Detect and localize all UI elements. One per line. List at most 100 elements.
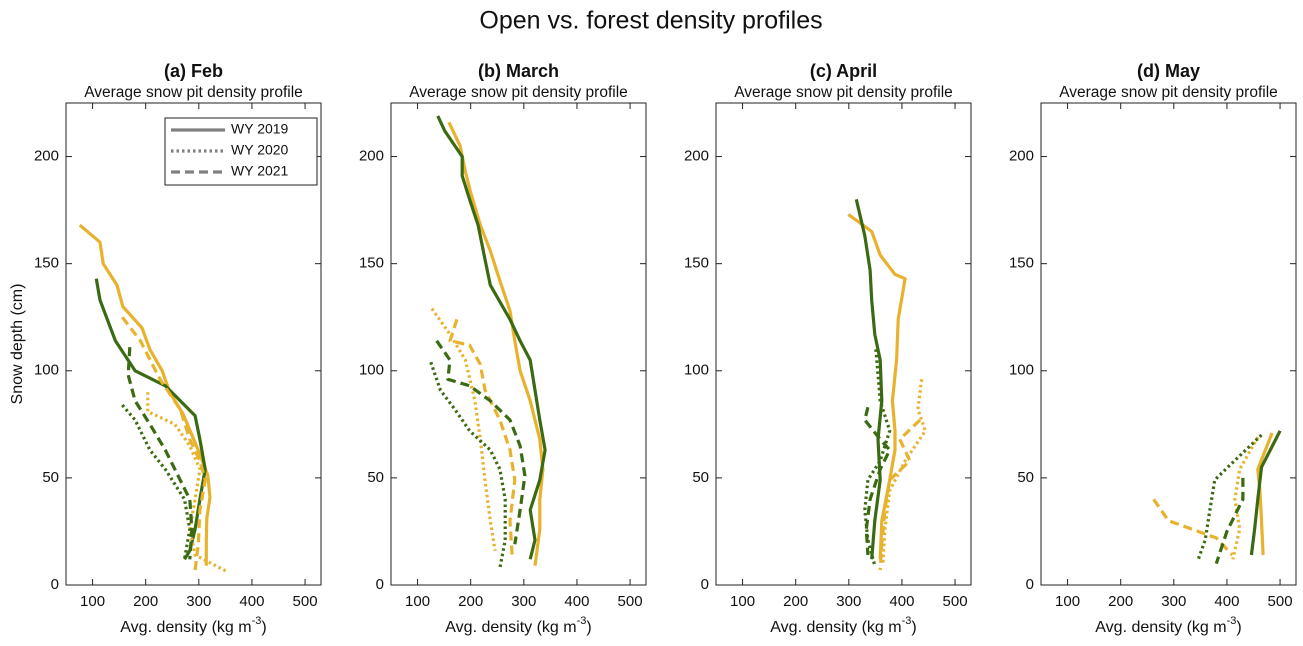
- data-line: [847, 213, 907, 560]
- panel-subtitle: Average snow pit density profile: [1059, 84, 1278, 101]
- panel-title: (c) April: [810, 61, 877, 81]
- data-line: [126, 347, 194, 560]
- data-line: [436, 115, 547, 560]
- data-line: [878, 418, 922, 571]
- x-axis-label-suffix: ): [1236, 619, 1241, 636]
- x-axis-label: Avg. density (kg m-3): [770, 615, 916, 636]
- data-line: [429, 361, 507, 569]
- figure-title: Open vs. forest density profiles: [479, 7, 822, 35]
- x-tick-label: 500: [293, 593, 318, 610]
- y-tick-label: 150: [359, 255, 384, 272]
- legend-label: WY 2019: [231, 121, 289, 137]
- data-line: [430, 307, 497, 551]
- y-tick-label: 100: [359, 362, 384, 379]
- data-line: [447, 121, 545, 566]
- x-axis-label-suffix: ): [586, 619, 591, 636]
- x-axis-label-text: Avg. density (kg m: [445, 619, 576, 636]
- panel: (a) Feb Average snow pit density profile 0…: [9, 61, 322, 636]
- data-line: [1214, 477, 1245, 565]
- y-tick-label: 200: [1009, 148, 1034, 165]
- data-line: [448, 318, 517, 556]
- panel-subtitle: Average snow pit density profile: [84, 84, 303, 101]
- y-tick-label: 150: [1009, 255, 1034, 272]
- y-tick-label: 100: [684, 362, 709, 379]
- data-line: [1231, 436, 1260, 560]
- data-line: [435, 339, 527, 545]
- x-axis-label-text: Avg. density (kg m: [770, 619, 901, 636]
- x-axis-label-text: Avg. density (kg m: [120, 619, 251, 636]
- x-tick-label: 300: [1161, 593, 1186, 610]
- y-tick-label: 50: [42, 469, 59, 486]
- y-tick-label: 200: [684, 148, 709, 165]
- y-tick-label: 0: [701, 576, 709, 593]
- panel: (c) April Average snow pit density profil…: [684, 61, 972, 636]
- y-tick-label: 100: [34, 362, 59, 379]
- panel-title: (b) March: [478, 61, 559, 81]
- x-tick-label: 400: [1214, 593, 1239, 610]
- y-tick-label: 150: [34, 255, 59, 272]
- legend-label: WY 2020: [231, 142, 289, 158]
- panel-title: (d) May: [1137, 61, 1200, 81]
- x-tick-label: 100: [80, 593, 105, 610]
- y-tick-label: 50: [1017, 469, 1034, 486]
- data-line: [1152, 498, 1234, 557]
- x-axis-label-superscript: -3: [902, 615, 912, 627]
- data-line: [881, 379, 927, 566]
- data-line: [146, 392, 229, 574]
- x-axis-label-superscript: -3: [1227, 615, 1237, 627]
- x-tick-label: 100: [405, 593, 430, 610]
- x-tick-label: 400: [889, 593, 914, 610]
- data-line: [121, 404, 192, 560]
- y-tick-label: 0: [51, 576, 59, 593]
- x-tick-label: 400: [564, 593, 589, 610]
- x-tick-label: 500: [943, 593, 968, 610]
- x-axis-label: Avg. density (kg m-3): [445, 615, 591, 636]
- y-tick-label: 100: [1009, 362, 1034, 379]
- x-tick-label: 400: [239, 593, 264, 610]
- x-tick-label: 500: [618, 593, 643, 610]
- x-tick-label: 200: [1108, 593, 1133, 610]
- y-tick-label: 200: [359, 148, 384, 165]
- x-tick-label: 100: [730, 593, 755, 610]
- x-tick-label: 200: [458, 593, 483, 610]
- y-tick-label: 200: [34, 148, 59, 165]
- panel: (b) March Average snow pit density profil…: [359, 61, 647, 636]
- panel-subtitle: Average snow pit density profile: [734, 84, 953, 101]
- axes-frame: [715, 102, 972, 586]
- legend-label: WY 2021: [231, 163, 289, 179]
- y-tick-label: 50: [692, 469, 709, 486]
- x-tick-label: 300: [511, 593, 536, 610]
- y-tick-label: 50: [367, 469, 384, 486]
- x-axis-label: Avg. density (kg m-3): [120, 615, 266, 636]
- x-axis-label-superscript: -3: [252, 615, 262, 627]
- axes-frame: [390, 102, 647, 586]
- y-tick-label: 0: [376, 576, 384, 593]
- data-line: [863, 406, 892, 556]
- axes-frame: [1040, 102, 1297, 586]
- x-tick-label: 200: [783, 593, 808, 610]
- data-line: [1249, 430, 1282, 556]
- x-tick-label: 100: [1055, 593, 1080, 610]
- x-tick-label: 300: [836, 593, 861, 610]
- x-axis-label-superscript: -3: [577, 615, 587, 627]
- panel: (d) May Average snow pit density profile 0…: [1009, 61, 1297, 636]
- x-tick-label: 300: [186, 593, 211, 610]
- axes-frame: [65, 102, 322, 586]
- panel-subtitle: Average snow pit density profile: [409, 84, 628, 101]
- legend: WY 2019 WY 2020 WY 2021: [164, 117, 318, 186]
- y-axis-label: Snow depth (cm): [9, 284, 26, 405]
- data-line: [94, 278, 207, 561]
- x-tick-label: 500: [1268, 593, 1293, 610]
- data-line: [121, 316, 207, 571]
- x-axis-label-text: Avg. density (kg m: [1095, 619, 1226, 636]
- panel-title: (a) Feb: [164, 61, 223, 81]
- y-tick-label: 150: [684, 255, 709, 272]
- x-tick-label: 200: [133, 593, 158, 610]
- x-axis-label: Avg. density (kg m-3): [1095, 615, 1241, 636]
- x-axis-label-suffix: ): [261, 619, 266, 636]
- x-axis-label-suffix: ): [911, 619, 916, 636]
- y-tick-label: 0: [1026, 576, 1034, 593]
- data-line: [854, 199, 884, 560]
